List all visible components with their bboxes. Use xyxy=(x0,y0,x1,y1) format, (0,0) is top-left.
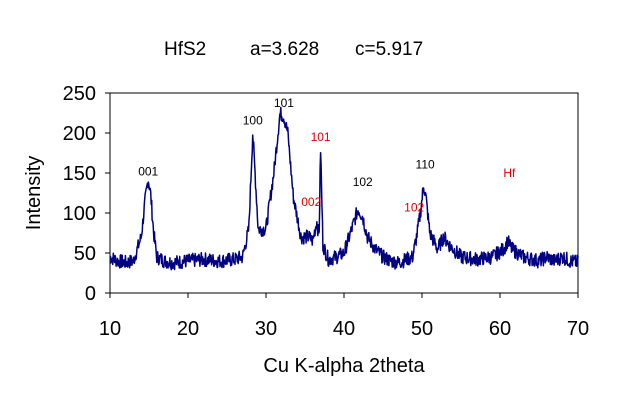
peak-annotations: 001 100 101 101 002 102 102 110 Hf xyxy=(138,96,516,215)
chart-title-c-param: c=5.917 xyxy=(355,39,423,60)
peak-label: 101 xyxy=(311,130,331,144)
y-tick-label: 150 xyxy=(63,163,96,185)
y-axis-label: Intensity xyxy=(23,156,45,230)
peak-label: 001 xyxy=(138,165,158,179)
x-tick-label: 10 xyxy=(99,318,121,340)
x-tick-label: 40 xyxy=(333,318,355,340)
y-tick-label: 200 xyxy=(63,123,96,145)
peak-label: Hf xyxy=(503,166,516,180)
series-line-intensity xyxy=(109,106,579,271)
x-axis-label: Cu K-alpha 2theta xyxy=(263,355,425,377)
peak-label: 101 xyxy=(274,96,294,110)
chart-title-a-param: a=3.628 xyxy=(250,39,319,60)
peak-label: 002 xyxy=(301,195,321,209)
y-tick-label: 100 xyxy=(63,203,96,225)
peak-label: 102 xyxy=(404,201,424,215)
peak-label: 100 xyxy=(243,113,263,127)
y-tick-label: 250 xyxy=(63,83,96,105)
y-axis: 0 50 100 150 200 250 xyxy=(63,83,110,305)
peak-label: 102 xyxy=(353,175,373,189)
x-tick-label: 30 xyxy=(255,318,277,340)
y-tick-label: 50 xyxy=(74,243,96,265)
peak-label: 110 xyxy=(416,157,435,171)
x-tick-label: 60 xyxy=(489,318,511,340)
x-axis: 10 20 30 40 50 60 70 xyxy=(99,293,589,340)
y-tick-label: 0 xyxy=(85,283,96,305)
x-tick-label: 70 xyxy=(567,318,589,340)
x-tick-label: 50 xyxy=(411,318,433,340)
x-tick-label: 20 xyxy=(177,318,199,340)
chart-title-compound: HfS2 xyxy=(164,39,206,60)
